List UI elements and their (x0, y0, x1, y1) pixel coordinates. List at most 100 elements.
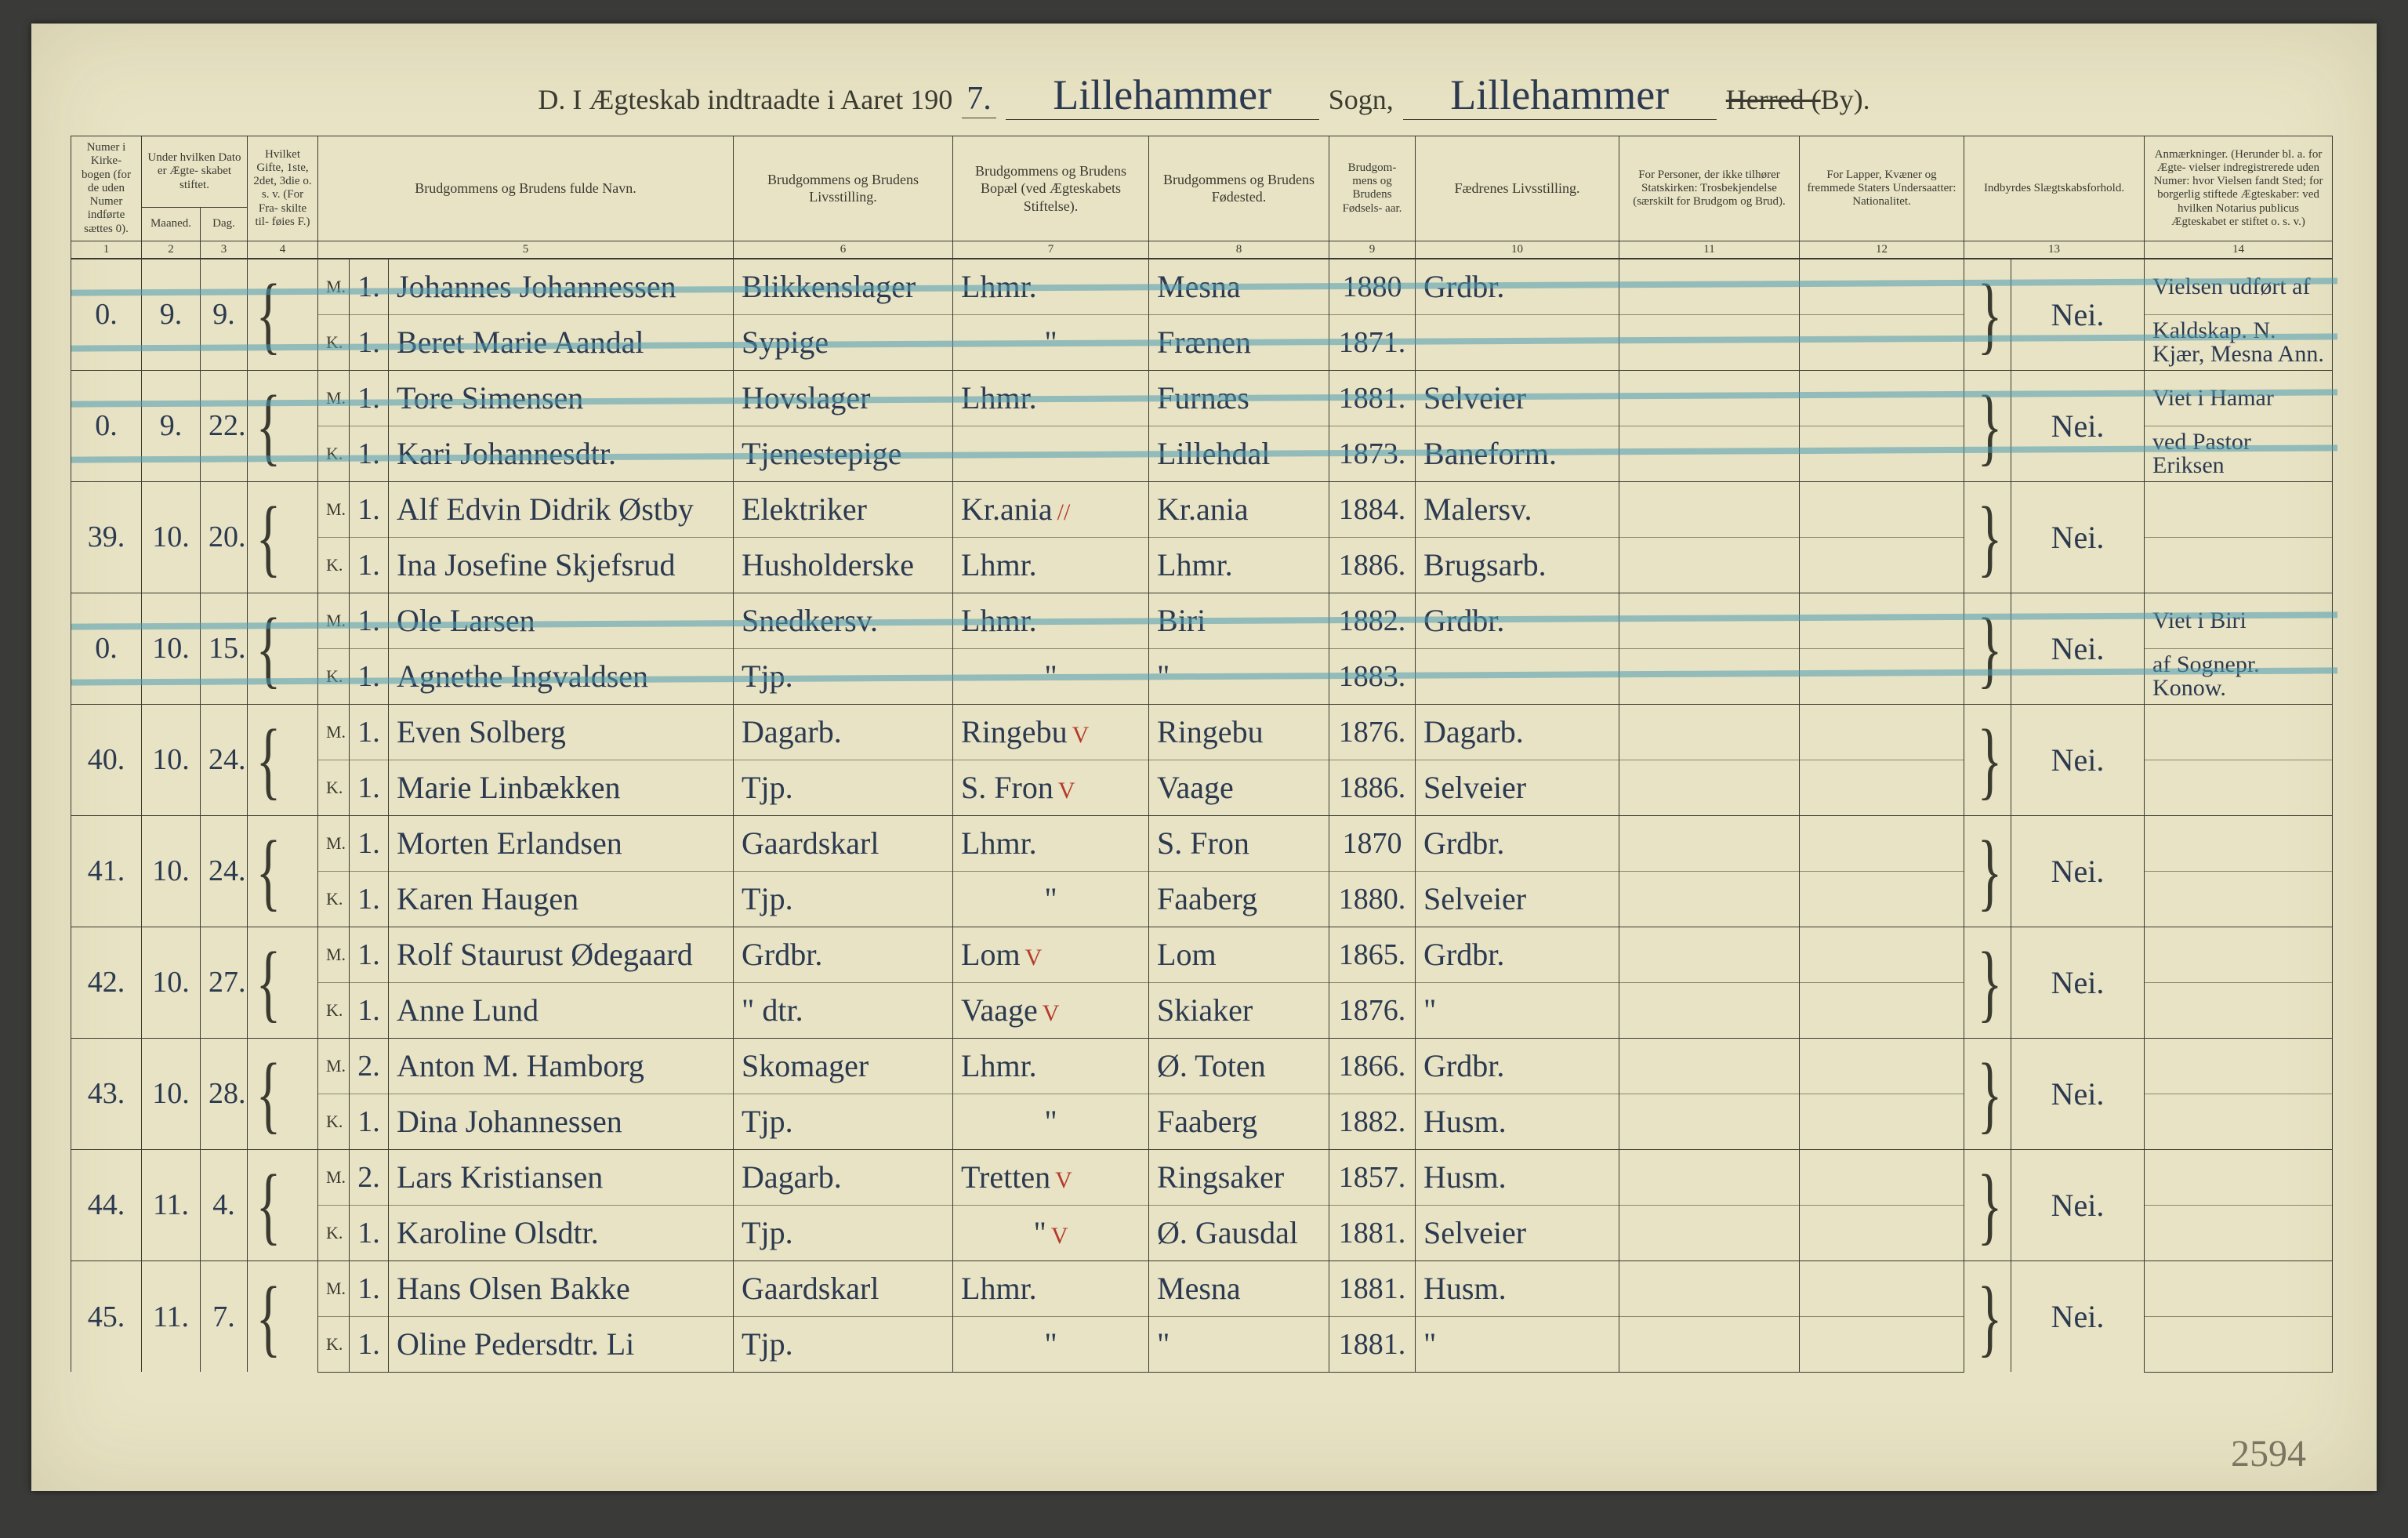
cell-fsted-k: Faaberg (1149, 871, 1329, 927)
cell-nat-k (1800, 1094, 1964, 1149)
brace-icon: } (1978, 1068, 2003, 1119)
cell-maaned: 10. (142, 593, 201, 704)
cell-tros-m (1619, 481, 1800, 537)
cell-fsted-m: S. Fron (1149, 815, 1329, 871)
cell-nat-k (1800, 1316, 1964, 1372)
cell-gifte-k: 1. (350, 314, 389, 370)
cell-slaegt: Nei. (2011, 370, 2145, 481)
cell-fsted-k: Vaage (1149, 760, 1329, 815)
cell-brace-r: } (1964, 593, 2011, 704)
cell-navn-k: Agnethe Ingvaldsen (389, 648, 734, 704)
brace-icon: { (256, 288, 281, 340)
cell-role-m: M. (318, 927, 350, 982)
header-sogn-label: Sogn, (1329, 83, 1394, 116)
cell-role-k: K. (318, 648, 350, 704)
cell-tros-k (1619, 426, 1800, 481)
cell-nat-k (1800, 648, 1964, 704)
cell-num: 43. (71, 1038, 142, 1149)
cell-nat-m (1800, 815, 1964, 871)
col-header-tros: For Personer, der ikke tilhører Statskir… (1619, 136, 1800, 241)
cell-fsted-m: Ringsaker (1149, 1149, 1329, 1205)
cell-stilling-k: Tjp. (734, 1094, 953, 1149)
cell-bopael-m: Lhmr. (953, 1261, 1149, 1316)
cell-anm-m: Viet i Hamar (2145, 370, 2333, 426)
cell-tros-m (1619, 259, 1800, 315)
cell-fader-k: " (1416, 1316, 1619, 1372)
cell-fsted-k: " (1149, 1316, 1329, 1372)
cell-role-k: K. (318, 760, 350, 815)
cell-bopael-m: Lhmr. (953, 259, 1149, 315)
cell-role-m: M. (318, 481, 350, 537)
cell-navn-k: Anne Lund (389, 982, 734, 1038)
col-header-navn: Brudgommens og Brudens fulde Navn. (318, 136, 734, 241)
cell-bopael-m: LomV (953, 927, 1149, 982)
cell-gifte-k: 1. (350, 1316, 389, 1372)
cell-faar-k: 1883. (1329, 648, 1416, 704)
cell-role-k: K. (318, 871, 350, 927)
colnum: 13 (1964, 241, 2145, 259)
cell-gifte-k: 1. (350, 871, 389, 927)
col-header-stilling: Brudgommens og Brudens Livsstilling. (734, 136, 953, 241)
cell-num: 0. (71, 593, 142, 704)
cell-role-m: M. (318, 593, 350, 648)
cell-stilling-m: Gaardskarl (734, 1261, 953, 1316)
cell-anm-k (2145, 1316, 2333, 1372)
cell-brace: { (248, 1149, 318, 1261)
cell-gifte-m: 2. (350, 1038, 389, 1094)
cell-brace-r: } (1964, 815, 2011, 927)
cell-anm-m (2145, 1149, 2333, 1205)
brace-icon: } (1978, 734, 2003, 785)
cell-navn-m: Even Solberg (389, 704, 734, 760)
cell-num: 40. (71, 704, 142, 815)
cell-fader-k: Selveier (1416, 871, 1619, 927)
cell-fsted-k: Ø. Gausdal (1149, 1205, 1329, 1261)
cell-gifte-k: 1. (350, 982, 389, 1038)
cell-gifte-k: 1. (350, 1094, 389, 1149)
cell-bopael-m: Lhmr. (953, 370, 1149, 426)
cell-tros-m (1619, 704, 1800, 760)
cell-bopael-k: " (953, 1094, 1149, 1149)
cell-stilling-k: Sypige (734, 314, 953, 370)
cell-brace: { (248, 370, 318, 481)
cell-navn-k: Oline Pedersdtr. Li (389, 1316, 734, 1372)
cell-brace-r: } (1964, 481, 2011, 593)
colnum: 6 (734, 241, 953, 259)
cell-bopael-k: " (953, 1316, 1149, 1372)
cell-fader-k (1416, 314, 1619, 370)
header-herred-handwritten: Lillehammer (1403, 71, 1717, 120)
brace-icon: { (256, 1179, 281, 1231)
cell-anm-m: Viet i Biri (2145, 593, 2333, 648)
cell-brace: { (248, 927, 318, 1038)
cell-anm-k (2145, 1094, 2333, 1149)
header-sogn-handwritten: Lillehammer (1006, 71, 1319, 120)
cell-brace: { (248, 815, 318, 927)
cell-role-m: M. (318, 1038, 350, 1094)
cell-navn-m: Lars Kristiansen (389, 1149, 734, 1205)
cell-faar-m: 1880 (1329, 259, 1416, 315)
pencil-page-number: 2594 (2231, 1432, 2306, 1475)
cell-navn-m: Alf Edvin Didrik Østby (389, 481, 734, 537)
brace-icon: } (1978, 845, 2003, 897)
cell-faar-m: 1881. (1329, 1261, 1416, 1316)
table-row: 43.10.28.{M.2.Anton M. HamborgSkomagerLh… (71, 1038, 2337, 1094)
colnum: 12 (1800, 241, 1964, 259)
cell-role-k: K. (318, 314, 350, 370)
header-by-label: By). (1821, 84, 1870, 115)
cell-anm-k (2145, 1205, 2333, 1261)
colnum: 8 (1149, 241, 1329, 259)
table-row: 41.10.24.{M.1.Morten ErlandsenGaardskarl… (71, 815, 2337, 871)
cell-anm-k (2145, 537, 2333, 593)
cell-stilling-m: Skomager (734, 1038, 953, 1094)
cell-gifte-m: 1. (350, 704, 389, 760)
cell-slaegt: Nei. (2011, 1038, 2145, 1149)
cell-role-m: M. (318, 704, 350, 760)
cell-fader-m: Malersv. (1416, 481, 1619, 537)
cell-maaned: 11. (142, 1261, 201, 1372)
brace-icon: { (256, 845, 281, 897)
cell-tros-k (1619, 537, 1800, 593)
colnum: 14 (2145, 241, 2333, 259)
cell-maaned: 10. (142, 1038, 201, 1149)
cell-fader-k: Husm. (1416, 1094, 1619, 1149)
cell-maaned: 10. (142, 704, 201, 815)
cell-brace-r: } (1964, 1149, 2011, 1261)
